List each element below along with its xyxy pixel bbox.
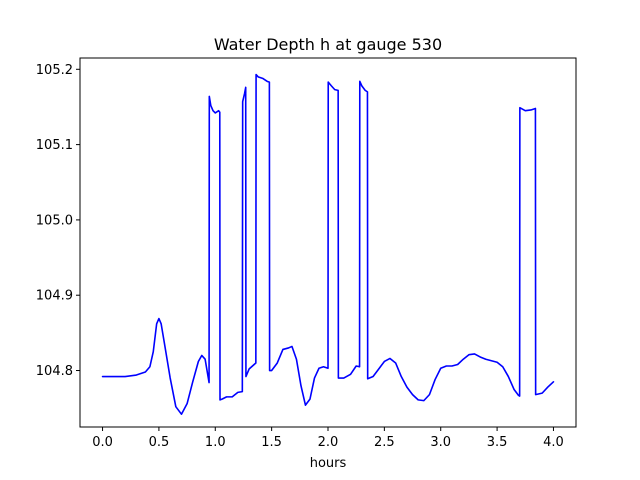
y-tick-label: 105.2 (36, 63, 73, 78)
x-axis-label: hours (310, 456, 347, 471)
series-line-0 (101, 73, 555, 415)
chart-title: Water Depth h at gauge 530 (214, 35, 442, 54)
x-axis: 0.0 0.5 1.0 1.5 2.0 2.5 3.0 3.5 4.0 (92, 427, 564, 450)
x-tick-label: 3.5 (487, 435, 508, 450)
x-tick-label: 1.0 (205, 435, 226, 450)
x-tick-label: 0.5 (149, 435, 170, 450)
series-group (101, 73, 555, 415)
x-tick-label: 1.5 (261, 435, 282, 450)
x-tick-label: 3.0 (430, 435, 451, 450)
x-tick-label: 0.0 (92, 435, 113, 450)
y-tick-label: 105.0 (36, 213, 73, 228)
x-tick-label: 2.0 (318, 435, 339, 450)
y-tick-label: 104.9 (36, 289, 73, 304)
y-tick-label: 104.8 (36, 364, 73, 379)
y-axis: 104.8 104.9 105.0 105.1 105.2 (36, 63, 80, 379)
x-tick-label: 4.0 (543, 435, 564, 450)
y-tick-label: 105.1 (36, 138, 73, 153)
x-tick-label: 2.5 (374, 435, 395, 450)
